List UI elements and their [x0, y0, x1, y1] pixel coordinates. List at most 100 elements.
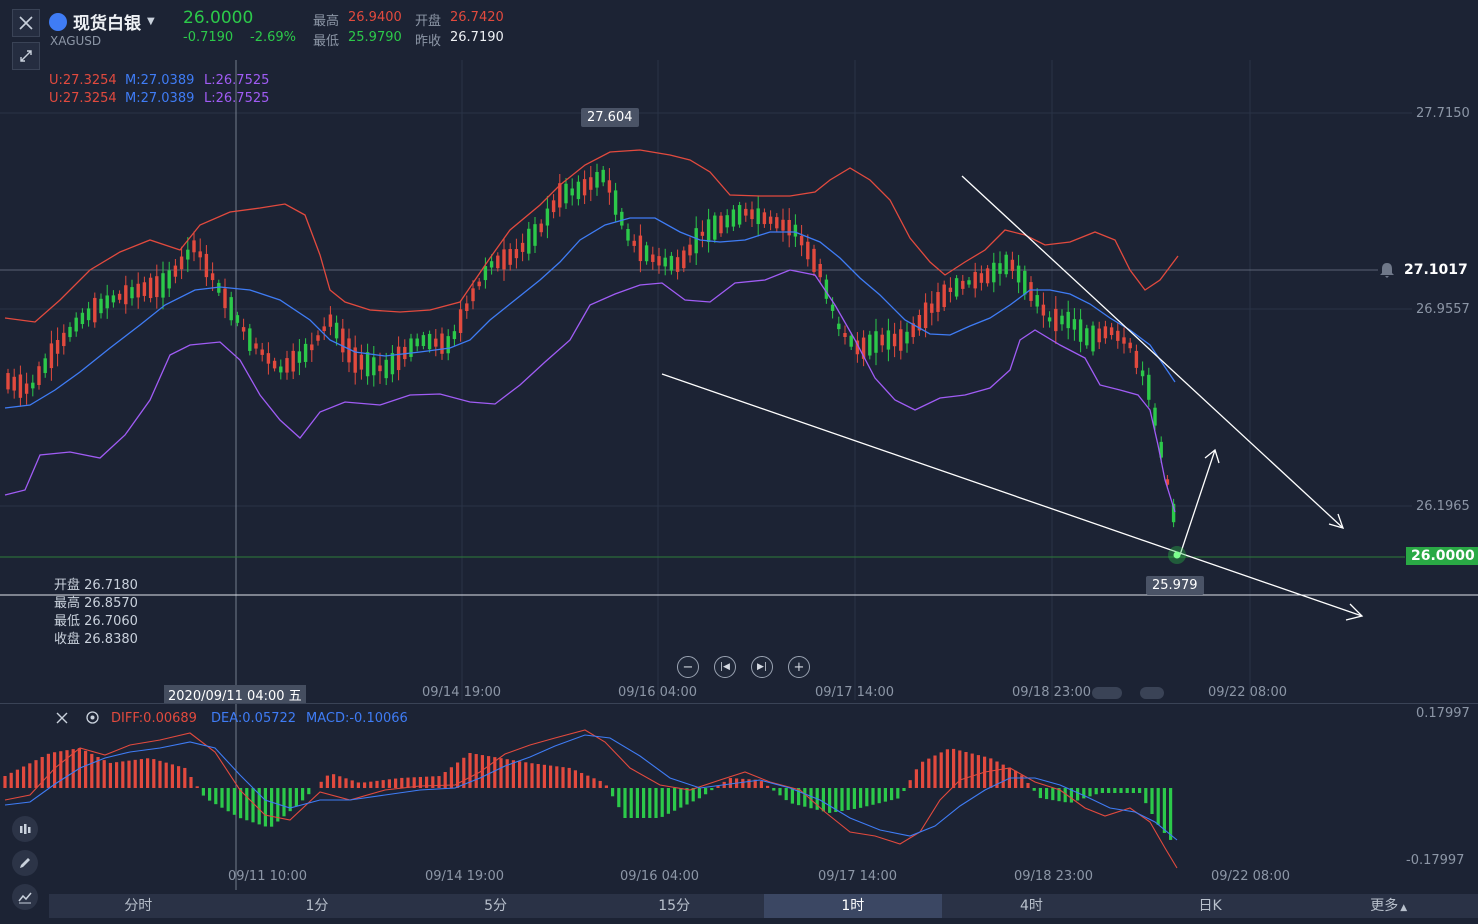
boll-upper-line — [4, 149, 1179, 323]
candle-body — [706, 219, 711, 243]
candle-body — [644, 245, 649, 262]
tab-4hour[interactable]: 4时 — [1019, 898, 1043, 914]
macd-bar — [654, 788, 658, 818]
scroll-start-button[interactable]: |◀ — [714, 656, 736, 678]
candle-body — [93, 297, 97, 323]
candle-body — [756, 208, 760, 225]
candle-body — [130, 287, 134, 299]
candle-body — [396, 346, 401, 371]
expand-chart-button[interactable] — [12, 42, 40, 70]
zoom-in-button[interactable]: + — [788, 656, 810, 678]
candle-body — [142, 282, 147, 296]
trough-label: 25.979 — [1146, 576, 1204, 595]
macd-bar — [865, 788, 869, 807]
prev-close-value: 26.7190 — [450, 30, 504, 45]
macd-bar — [1014, 770, 1018, 788]
tab-1hour[interactable]: 1时 — [763, 894, 943, 918]
candle-body — [855, 340, 860, 355]
close-macd-button[interactable] — [55, 710, 69, 729]
candle-body — [241, 327, 246, 332]
macd-bar — [325, 775, 329, 788]
draw-tool-button[interactable] — [12, 850, 38, 876]
candle-body — [1085, 328, 1089, 346]
tab-5min[interactable]: 5分 — [484, 898, 508, 914]
tab-1min[interactable]: 1分 — [305, 898, 329, 914]
gear-icon — [86, 711, 99, 724]
macd-bar — [195, 786, 199, 788]
candle-body — [1023, 270, 1027, 295]
macd-bar — [183, 767, 187, 788]
tab-fenshi[interactable]: 分时 — [124, 898, 153, 914]
candle-body — [539, 223, 543, 233]
candle-body — [434, 338, 438, 347]
symbol-name[interactable]: 现货白银 — [73, 14, 141, 34]
candle-type-button[interactable] — [12, 816, 38, 842]
macd-time-label-0: 09/11 10:00 — [228, 869, 308, 884]
alert-price-marker[interactable]: 27.1017 — [1378, 261, 1468, 279]
candle-body — [378, 365, 382, 372]
scroll-end-button[interactable]: ▶| — [751, 656, 773, 678]
price-change: -0.7190 — [183, 30, 234, 45]
candle-body — [192, 240, 196, 253]
macd-bar — [282, 788, 286, 817]
candle-body — [173, 265, 178, 277]
candle-body — [55, 339, 60, 354]
tab-daily[interactable]: 日K — [1198, 898, 1222, 914]
macd-bar — [617, 788, 621, 808]
range-handle-right[interactable] — [1140, 687, 1164, 699]
candle-body — [911, 323, 915, 338]
time-axis-macd: 09/11 10:00 09/14 19:00 09/16 04:00 09/1… — [0, 868, 1478, 886]
macd-diff: DIFF:0.00689 — [111, 711, 197, 726]
macd-bar — [239, 788, 243, 819]
ohlc-low: 最低 26.7060 — [54, 614, 138, 629]
macd-bar — [536, 764, 540, 788]
candle-body — [1159, 441, 1163, 458]
macd-bar — [846, 788, 850, 810]
macd-bar — [96, 757, 100, 788]
candle-body — [24, 383, 29, 394]
candle-body — [1004, 254, 1008, 275]
macd-bar — [561, 767, 565, 788]
zoom-out-button[interactable]: − — [677, 656, 699, 678]
candle-body — [564, 183, 568, 204]
candle-body — [1147, 374, 1151, 400]
macd-bar — [46, 753, 50, 788]
candle-body — [1029, 282, 1033, 301]
macd-time-label-4: 09/18 23:00 — [1014, 869, 1094, 884]
candle-body — [725, 215, 729, 228]
macd-bar — [462, 757, 466, 788]
candle-body — [465, 303, 469, 311]
macd-bar — [840, 788, 844, 811]
tab-more[interactable]: 更多 ▲ — [1299, 894, 1478, 918]
candle-body — [886, 330, 891, 350]
tab-15min[interactable]: 15分 — [658, 898, 691, 914]
current-price-dot — [1173, 551, 1181, 559]
candle-body — [186, 249, 190, 260]
candle-body — [669, 255, 674, 271]
candle-body — [930, 303, 934, 313]
close-chart-button[interactable] — [12, 9, 40, 37]
macd-bar — [480, 755, 484, 788]
macd-bar — [102, 760, 106, 788]
range-handle-left[interactable] — [1092, 687, 1122, 699]
macd-bar — [170, 764, 174, 788]
macd-bar — [127, 760, 131, 788]
macd-bar — [276, 788, 280, 822]
indicator-button[interactable] — [12, 884, 38, 910]
candle-body — [74, 317, 78, 332]
candle-body — [105, 295, 109, 309]
symbol-dropdown-icon[interactable]: ▼ — [147, 16, 155, 27]
candle-body — [675, 257, 680, 272]
macd-bar — [877, 788, 881, 804]
macd-bar — [741, 778, 745, 788]
macd-bar — [270, 788, 274, 827]
candle-body — [768, 216, 773, 224]
macd-bar — [1026, 783, 1030, 788]
candle-body — [477, 281, 481, 287]
macd-settings-button[interactable] — [85, 710, 100, 729]
close-icon — [19, 16, 33, 30]
macd-bar — [704, 788, 708, 795]
macd-bar — [766, 785, 770, 788]
